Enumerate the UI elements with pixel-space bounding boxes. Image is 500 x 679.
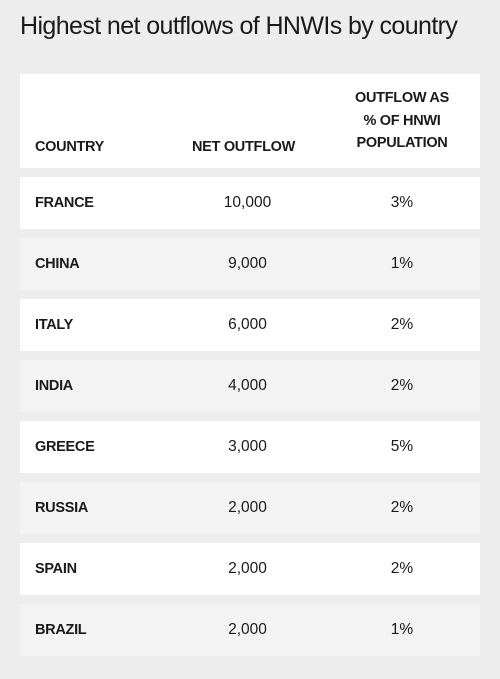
cell-outflow-percent: 2% bbox=[390, 377, 414, 394]
cell-net-outflow: 9,000 bbox=[228, 255, 267, 272]
cell-country: RUSSIA bbox=[35, 500, 88, 516]
cell-net-outflow: 2,000 bbox=[228, 499, 267, 516]
cell-country: FRANCE bbox=[35, 195, 94, 211]
cell-net-outflow: 10,000 bbox=[223, 194, 272, 211]
cell-outflow-percent: 2% bbox=[390, 499, 414, 516]
table-row: SPAIN 2,000 2% bbox=[20, 543, 480, 595]
cell-country: SPAIN bbox=[35, 561, 77, 577]
outflows-table: COUNTRY NET OUTFLOW OUTFLOW AS % OF HNWI… bbox=[20, 74, 480, 656]
cell-outflow-percent: 5% bbox=[390, 438, 414, 455]
table-row: CHINA 9,000 1% bbox=[20, 238, 480, 290]
cell-net-outflow: 6,000 bbox=[228, 316, 267, 333]
cell-net-outflow: 4,000 bbox=[228, 377, 267, 394]
cell-outflow-percent: 3% bbox=[390, 194, 414, 211]
cell-outflow-percent: 2% bbox=[390, 560, 414, 577]
cell-net-outflow: 2,000 bbox=[228, 621, 267, 638]
cell-country: BRAZIL bbox=[35, 622, 87, 638]
table-row: GREECE 3,000 5% bbox=[20, 421, 480, 473]
cell-country: CHINA bbox=[35, 256, 80, 272]
cell-outflow-percent: 1% bbox=[390, 255, 414, 272]
cell-country: GREECE bbox=[35, 439, 95, 455]
column-header-outflow-percent-line: % OF HNWI bbox=[363, 112, 441, 129]
cell-country: ITALY bbox=[35, 317, 73, 333]
page-title: Highest net outflows of HNWIs by country bbox=[20, 12, 458, 40]
cell-net-outflow: 3,000 bbox=[228, 438, 267, 455]
table-row: BRAZIL 2,000 1% bbox=[20, 604, 480, 656]
cell-net-outflow: 2,000 bbox=[228, 560, 267, 577]
column-header-net-outflow: NET OUTFLOW bbox=[192, 139, 296, 155]
table-row: RUSSIA 2,000 2% bbox=[20, 482, 480, 534]
table-header-row: COUNTRY NET OUTFLOW OUTFLOW AS % OF HNWI… bbox=[20, 74, 480, 168]
cell-outflow-percent: 1% bbox=[390, 621, 414, 638]
table-row: INDIA 4,000 2% bbox=[20, 360, 480, 412]
column-header-outflow-percent-line: OUTFLOW AS bbox=[355, 90, 449, 106]
cell-country: INDIA bbox=[35, 378, 73, 394]
cell-outflow-percent: 2% bbox=[390, 316, 414, 333]
table-row: FRANCE 10,000 3% bbox=[20, 177, 480, 229]
column-header-country: COUNTRY bbox=[35, 139, 105, 155]
table-row: ITALY 6,000 2% bbox=[20, 299, 480, 351]
table-body: FRANCE 10,000 3% CHINA 9,000 1% ITALY 6,000 2% IN… bbox=[20, 177, 480, 656]
column-header-outflow-percent-line: POPULATION bbox=[356, 135, 448, 151]
column-header-outflow-percent: OUTFLOW AS % OF HNWI POPULATION bbox=[342, 87, 462, 155]
